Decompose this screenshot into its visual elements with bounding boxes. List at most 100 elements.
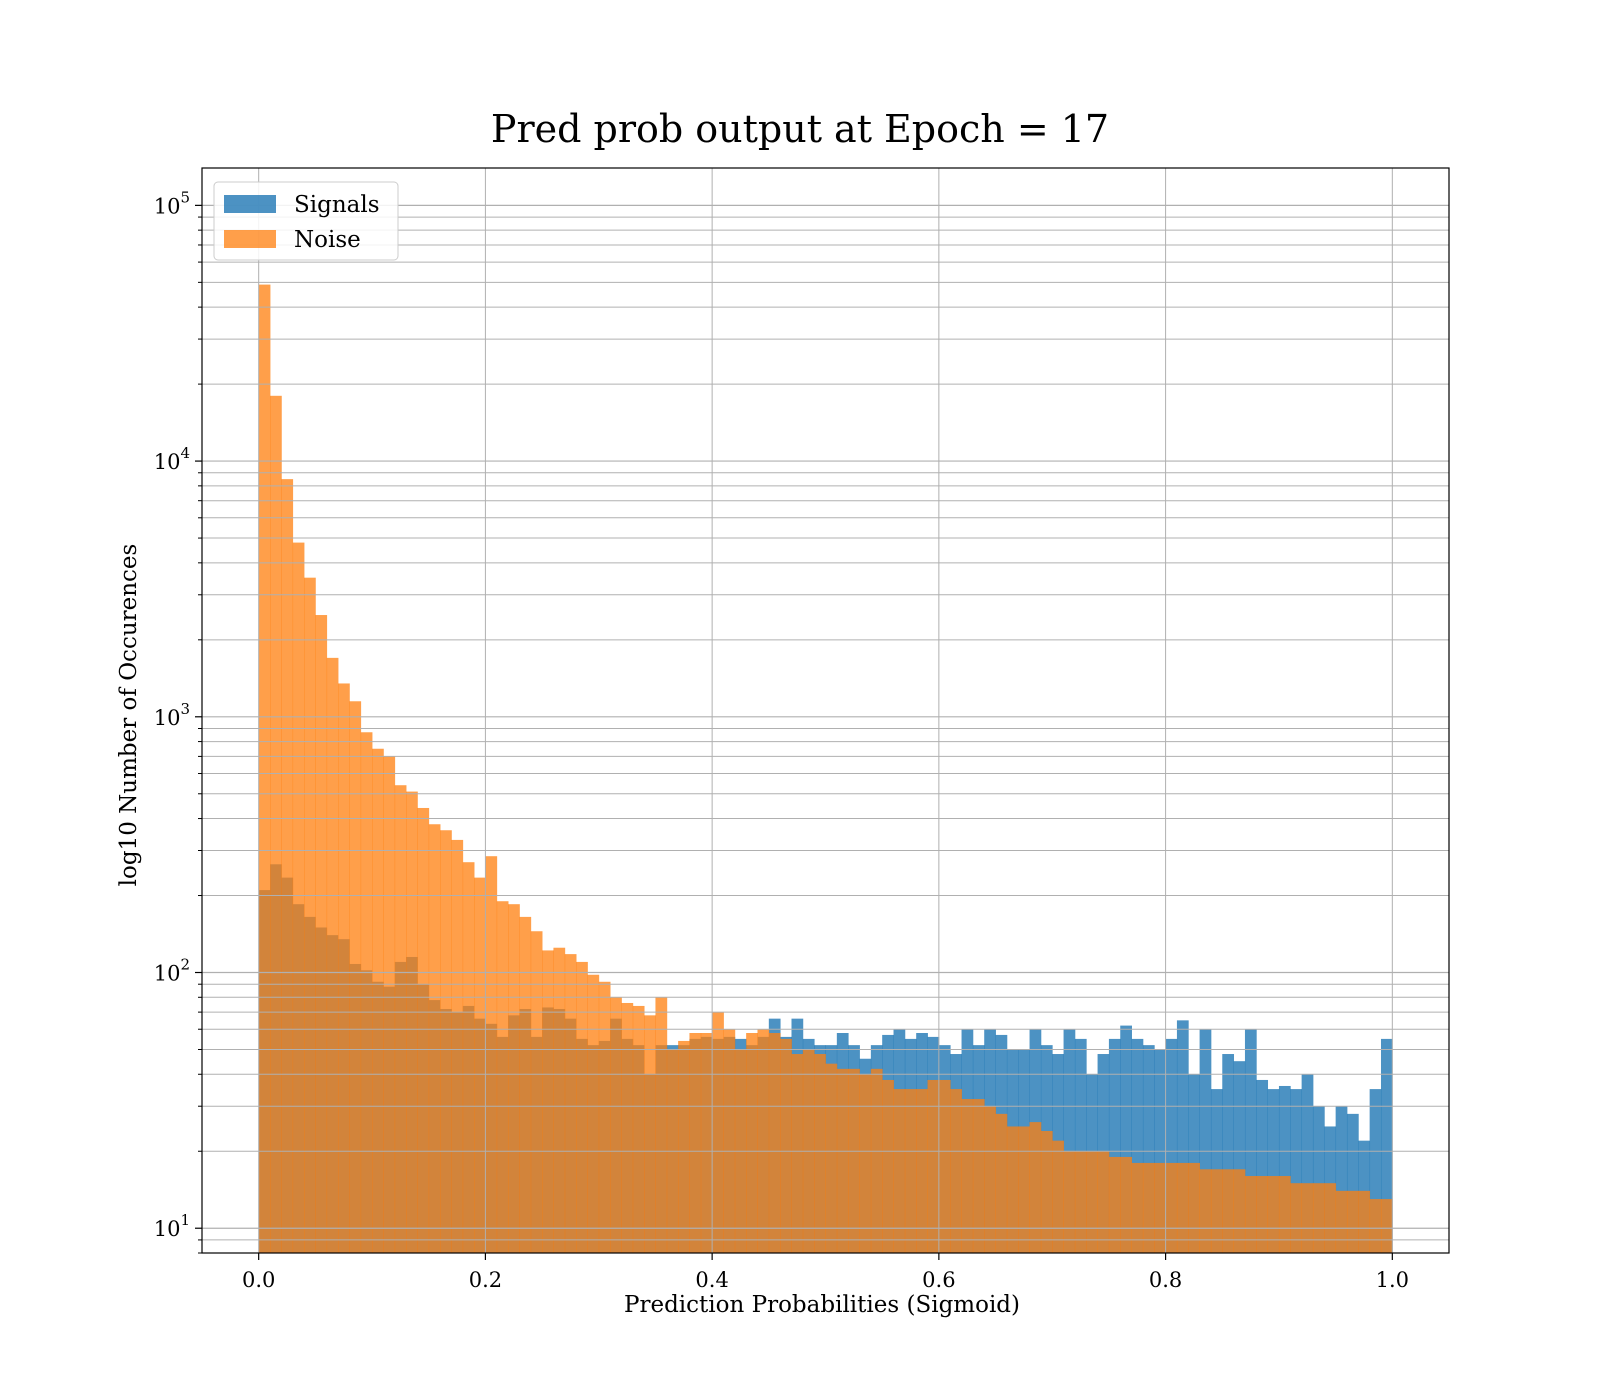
bar-noise — [984, 1106, 996, 1253]
bar-signals — [1290, 1089, 1303, 1253]
bar-noise — [836, 1068, 849, 1253]
bar-noise — [417, 807, 430, 1253]
bar-noise — [1188, 1162, 1200, 1253]
bar-noise — [927, 1079, 940, 1253]
bar-noise — [292, 542, 305, 1253]
bar-noise — [1267, 1176, 1280, 1253]
plot-area: 0.0 0.2 0.4 0.6 0.8 1.0 101 102 103 104 105 Signals… — [154, 167, 1450, 1292]
bar-noise — [360, 732, 373, 1253]
bar-noise — [372, 748, 384, 1253]
bar-noise — [825, 1063, 838, 1253]
bar-noise — [1222, 1169, 1235, 1253]
bar-noise — [632, 1005, 645, 1253]
bar-noise — [519, 916, 532, 1253]
bar-noise — [1358, 1190, 1371, 1253]
bar-noise — [1018, 1126, 1030, 1253]
bar-noise — [995, 1113, 1008, 1253]
bar-noise — [678, 1040, 690, 1253]
bar-noise — [485, 856, 498, 1253]
bar-signals — [1369, 1089, 1382, 1253]
bar-signals — [1108, 1038, 1121, 1253]
y-tick-label: 101 — [154, 1211, 190, 1241]
bar-noise — [383, 756, 396, 1253]
bar-noise — [508, 904, 520, 1253]
bar-noise — [281, 479, 294, 1253]
bar-noise — [1346, 1190, 1359, 1253]
bar-signals — [1335, 1106, 1348, 1253]
bar-noise — [598, 981, 611, 1253]
legend-swatch-noise — [224, 230, 276, 248]
bar-noise — [1210, 1169, 1223, 1253]
bar-noise — [1335, 1190, 1348, 1253]
bar-noise — [1131, 1162, 1144, 1253]
legend-label-signals: Signals — [294, 192, 380, 218]
bar-noise — [587, 974, 600, 1253]
bar-noise — [428, 824, 441, 1253]
bar-noise — [848, 1068, 860, 1253]
bar-noise — [1244, 1176, 1257, 1253]
y-tick-label: 103 — [154, 700, 190, 730]
bar-noise — [757, 1029, 770, 1253]
x-axis-label: Prediction Probabilities (Sigmoid) — [624, 1292, 1020, 1318]
bar-noise — [440, 830, 452, 1253]
bar-noise — [882, 1079, 894, 1253]
y-axis-label: log10 Number of Occurences — [116, 544, 142, 887]
bar-noise — [564, 954, 577, 1253]
bar-noise — [950, 1089, 962, 1253]
bar-noise — [893, 1089, 906, 1253]
bar-noise — [1290, 1183, 1303, 1253]
bar-noise — [621, 1002, 634, 1253]
grid — [202, 168, 1449, 1254]
bar-noise — [1086, 1151, 1098, 1253]
x-tick-label: 0.4 — [695, 1268, 728, 1292]
bar-noise — [451, 839, 464, 1253]
bar-signals — [1222, 1054, 1235, 1253]
bar-noise — [1301, 1183, 1314, 1253]
bar-noise — [315, 615, 328, 1253]
bar-noise — [723, 1029, 736, 1253]
x-tick-label: 0.8 — [1149, 1268, 1182, 1292]
bar-noise — [394, 785, 407, 1253]
bar-noise — [791, 1054, 804, 1253]
bar-signals — [1267, 1089, 1280, 1253]
legend: Signals Noise — [213, 181, 399, 261]
bar-noise — [1312, 1183, 1325, 1253]
bar-noise — [644, 1015, 656, 1253]
bar-noise — [338, 683, 350, 1253]
bar-signals — [1131, 1038, 1144, 1253]
bar-signals — [1278, 1085, 1291, 1253]
axes-frame — [201, 167, 1450, 1254]
bar-noise — [655, 997, 668, 1253]
bar-noise — [474, 877, 486, 1253]
bar-noise — [700, 1033, 713, 1253]
bar-noise — [689, 1033, 702, 1253]
bar-noise — [972, 1099, 985, 1253]
bar-signals — [1063, 1029, 1076, 1253]
bar-noise — [1369, 1199, 1382, 1253]
bar-noise — [258, 284, 271, 1254]
bar-signals — [1380, 1038, 1393, 1253]
bar-noise — [780, 1038, 792, 1253]
bar-noise — [1063, 1151, 1076, 1253]
bar-noise — [542, 950, 554, 1253]
bar-noise — [916, 1089, 928, 1253]
bar-noise — [1029, 1122, 1042, 1253]
bar-noise — [961, 1099, 974, 1253]
x-tick-label: 0.2 — [469, 1268, 502, 1292]
bar-noise — [496, 901, 509, 1253]
bar-noise — [938, 1079, 951, 1253]
bar-noise — [304, 577, 316, 1253]
bar-noise — [1074, 1151, 1087, 1253]
bar-signals — [1244, 1029, 1257, 1253]
bar-signals — [1074, 1038, 1087, 1253]
bar-noise — [768, 1033, 781, 1253]
bar-signals — [1120, 1025, 1132, 1253]
y-tick-label: 104 — [154, 444, 190, 474]
bar-noise — [1380, 1199, 1393, 1253]
bar-noise — [1120, 1156, 1132, 1253]
bar-noise — [406, 791, 418, 1253]
bar-noise — [610, 997, 622, 1253]
bar-noise — [712, 1012, 724, 1253]
bar-noise — [530, 931, 543, 1253]
